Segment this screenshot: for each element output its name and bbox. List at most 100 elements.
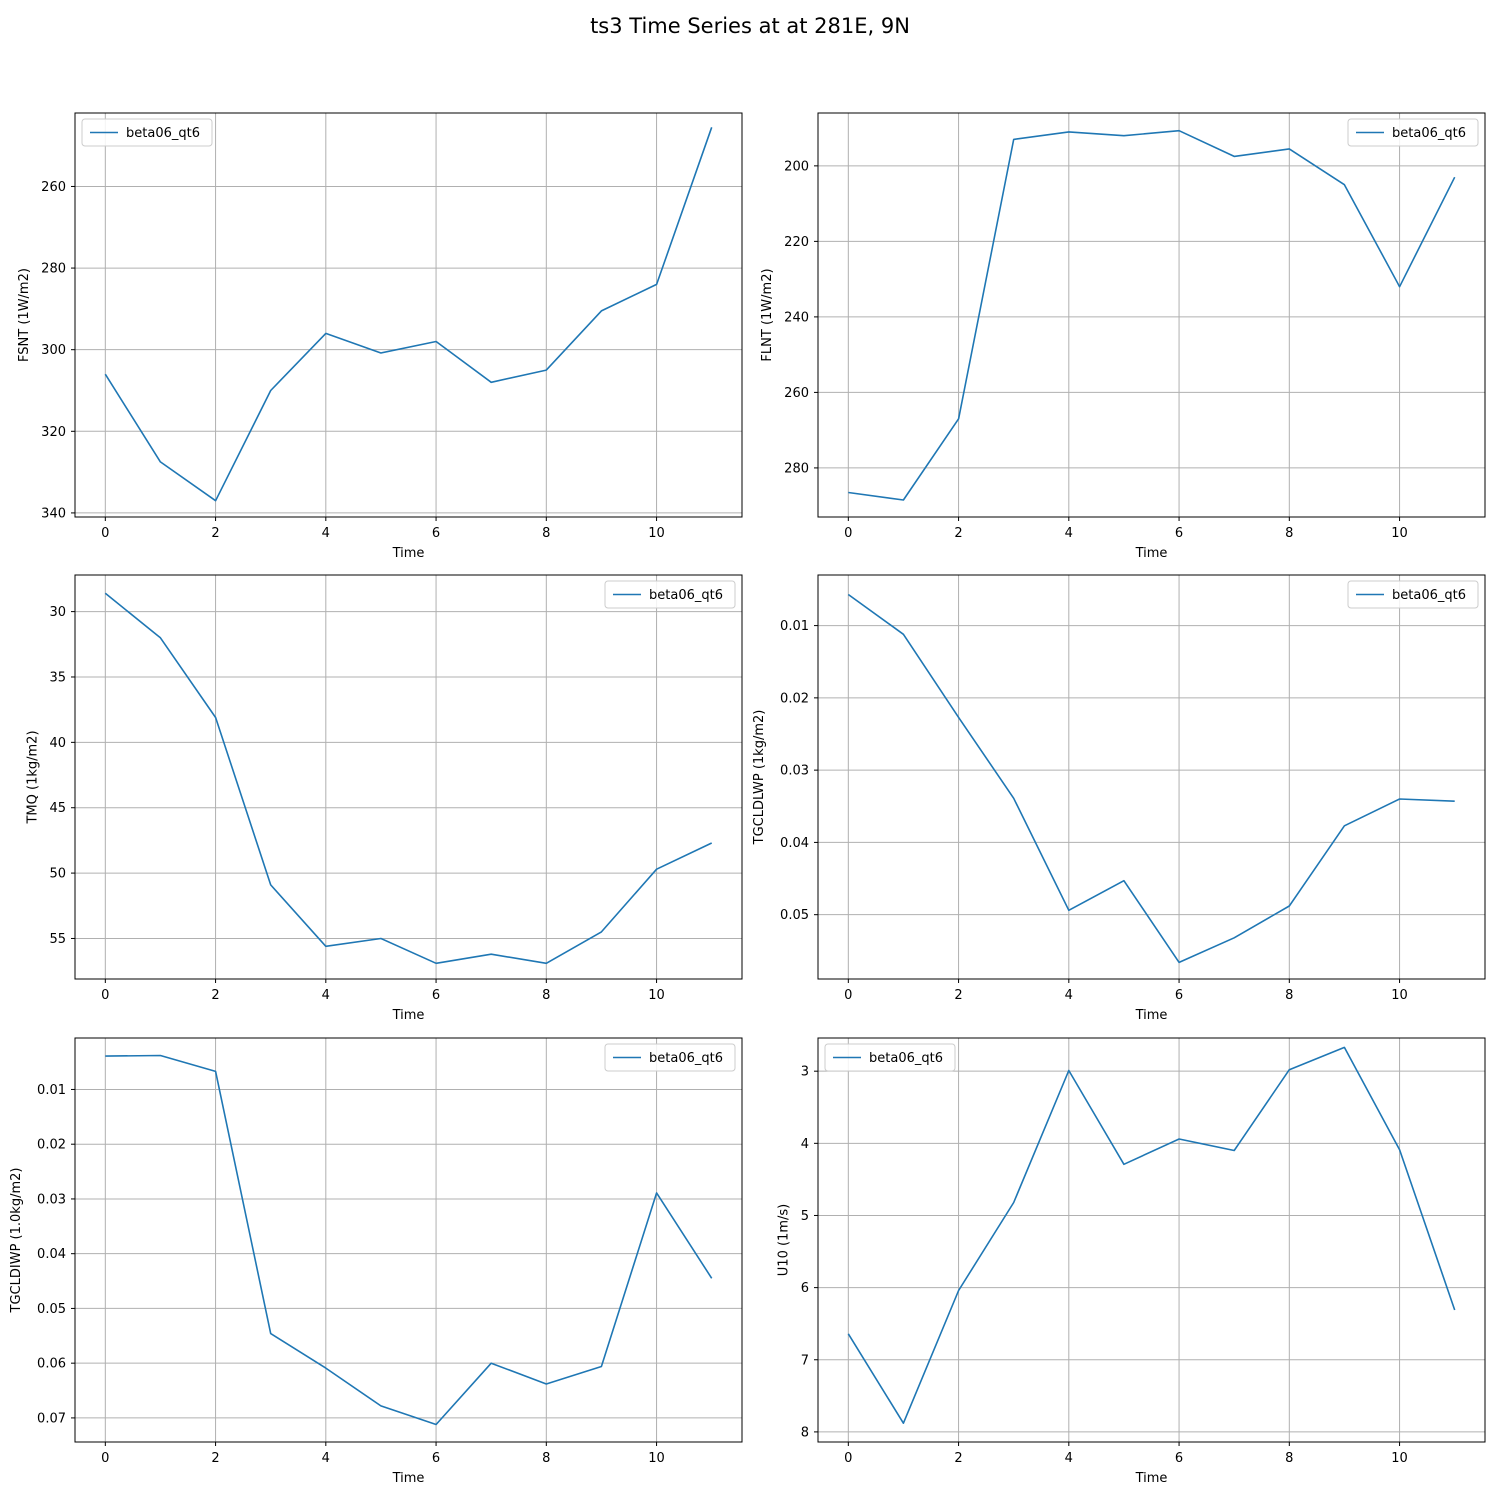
x-tick-label: 4 [322, 526, 330, 541]
x-tick-label: 4 [1065, 1451, 1073, 1466]
y-tick-label: 40 [49, 736, 66, 751]
x-axis-label: Time [1135, 1471, 1168, 1486]
y-tick-label: 30 [49, 605, 66, 620]
plot-frame [817, 112, 1486, 518]
x-tick-label: 10 [1391, 526, 1408, 541]
plot-frame [817, 1037, 1486, 1443]
plot-frame [817, 574, 1486, 980]
x-tick-label: 0 [844, 526, 852, 541]
series-line-1 [104, 127, 713, 502]
y-axis-label: U10 (1m/s) [777, 1204, 792, 1276]
x-tick-label: 6 [1175, 526, 1183, 541]
subplot-5: 0 2 4 6 8 10 0.01 0.02 0.03 0.04 0.05 0.06 0.07 Time T… [9, 1037, 743, 1486]
x-axis-label: Time [392, 546, 425, 561]
x-tick-label: 4 [1065, 988, 1073, 1003]
y-tick-label: 0.02 [37, 1138, 66, 1153]
legend-label: beta06_qt6 [649, 588, 723, 603]
legend: beta06_qt6 [824, 1043, 956, 1072]
legend-label: beta06_qt6 [1392, 588, 1466, 603]
legend: beta06_qt6 [1347, 580, 1479, 609]
x-axis-label: Time [1135, 546, 1168, 561]
x-tick-label: 10 [648, 988, 665, 1003]
y-tick-label: 240 [784, 310, 809, 325]
y-tick-label: 3 [801, 1065, 809, 1080]
x-tick-label: 0 [844, 1451, 852, 1466]
y-tick-label: 260 [41, 180, 66, 195]
x-tick-label: 4 [1065, 526, 1073, 541]
subplot-1: 0 2 4 6 8 10 260 280 300 320 340 Time FSNT (1W/m2) be… [17, 112, 743, 561]
x-tick-label: 4 [322, 1451, 330, 1466]
series-line-1 [847, 593, 1455, 964]
x-tick-label: 8 [542, 526, 550, 541]
y-tick-label: 280 [784, 461, 809, 476]
y-tick-label: 260 [784, 386, 809, 401]
y-tick-label: 0.07 [37, 1411, 66, 1426]
y-tick-label: 300 [41, 343, 66, 358]
y-tick-label: 0.05 [780, 908, 809, 923]
x-tick-label: 4 [322, 988, 330, 1003]
y-tick-label: 0.05 [37, 1302, 66, 1317]
x-tick-label: 6 [432, 988, 440, 1003]
y-tick-label: 0.04 [780, 836, 809, 851]
x-tick-label: 6 [432, 526, 440, 541]
x-tick-label: 2 [954, 988, 962, 1003]
x-tick-label: 10 [1391, 988, 1408, 1003]
x-tick-label: 0 [101, 1451, 109, 1466]
subplot-3: 0 2 4 6 8 10 30 35 40 45 50 55 Time TMQ (1kg/m2) beta0… [25, 574, 743, 1023]
figure-title: ts3 Time Series at at 281E, 9N [590, 14, 910, 38]
legend-box [81, 118, 213, 147]
subplot-6: 0 2 4 6 8 10 3 4 5 6 7 8 Time U10 (1m/s) beta06_qt6 [777, 1037, 1486, 1486]
series-line-1 [848, 129, 1456, 501]
x-tick-label: 2 [211, 1451, 219, 1466]
y-tick-label: 0.01 [37, 1083, 66, 1098]
y-axis-label: FLNT (1W/m2) [760, 268, 775, 361]
x-axis-label: Time [1135, 1008, 1168, 1023]
x-tick-label: 10 [648, 526, 665, 541]
y-tick-label: 55 [49, 932, 66, 947]
x-tick-label: 6 [1175, 1451, 1183, 1466]
y-tick-label: 4 [801, 1137, 809, 1152]
y-axis-label: TGCLDLWP (1kg/m2) [752, 710, 767, 846]
x-tick-label: 8 [1285, 988, 1293, 1003]
legend-label: beta06_qt6 [1392, 126, 1466, 141]
legend-label: beta06_qt6 [869, 1051, 943, 1066]
y-axis-label: TGCLDIWP (1.0kg/m2) [9, 1168, 24, 1314]
x-tick-label: 8 [542, 988, 550, 1003]
y-tick-label: 35 [49, 670, 66, 685]
y-tick-label: 200 [784, 159, 809, 174]
x-tick-label: 2 [211, 988, 219, 1003]
legend: beta06_qt6 [604, 580, 736, 609]
x-tick-label: 6 [1175, 988, 1183, 1003]
legend: beta06_qt6 [604, 1043, 736, 1072]
plot-frame [74, 1037, 743, 1443]
y-tick-label: 280 [41, 262, 66, 277]
y-tick-label: 5 [801, 1209, 809, 1224]
y-tick-label: 7 [801, 1353, 809, 1368]
legend-label: beta06_qt6 [649, 1051, 723, 1066]
x-tick-label: 0 [844, 988, 852, 1003]
x-tick-label: 2 [954, 1451, 962, 1466]
legend-box [1347, 580, 1479, 609]
x-tick-label: 0 [101, 988, 109, 1003]
y-tick-label: 8 [801, 1425, 809, 1440]
x-tick-label: 2 [954, 526, 962, 541]
x-tick-label: 10 [648, 1451, 665, 1466]
legend-box [1347, 118, 1479, 147]
x-tick-label: 6 [432, 1451, 440, 1466]
y-tick-label: 0.06 [37, 1357, 66, 1372]
series-line-1 [105, 1054, 713, 1426]
y-tick-label: 45 [49, 801, 66, 816]
y-tick-label: 6 [801, 1281, 809, 1296]
legend-box [604, 580, 736, 609]
legend-box [824, 1043, 956, 1072]
plot-frame [74, 574, 743, 980]
y-tick-label: 0.04 [37, 1247, 66, 1262]
y-axis-label: TMQ (1kg/m2) [25, 730, 40, 824]
x-tick-label: 8 [1285, 1451, 1293, 1466]
y-tick-label: 0.03 [780, 764, 809, 779]
legend-box [604, 1043, 736, 1072]
plot-frame [74, 112, 743, 518]
y-axis-label: FSNT (1W/m2) [17, 268, 32, 362]
series-line-1 [104, 592, 713, 965]
